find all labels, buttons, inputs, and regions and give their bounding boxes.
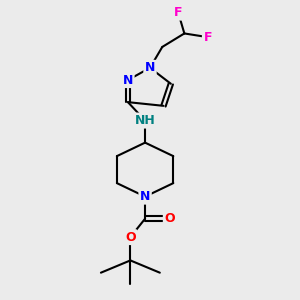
Text: F: F	[174, 6, 182, 19]
Text: O: O	[164, 212, 175, 225]
Text: N: N	[145, 61, 155, 74]
Text: N: N	[140, 190, 150, 203]
Text: F: F	[203, 31, 212, 44]
Text: N: N	[123, 74, 133, 87]
Text: NH: NH	[135, 114, 155, 127]
Text: O: O	[125, 231, 136, 244]
